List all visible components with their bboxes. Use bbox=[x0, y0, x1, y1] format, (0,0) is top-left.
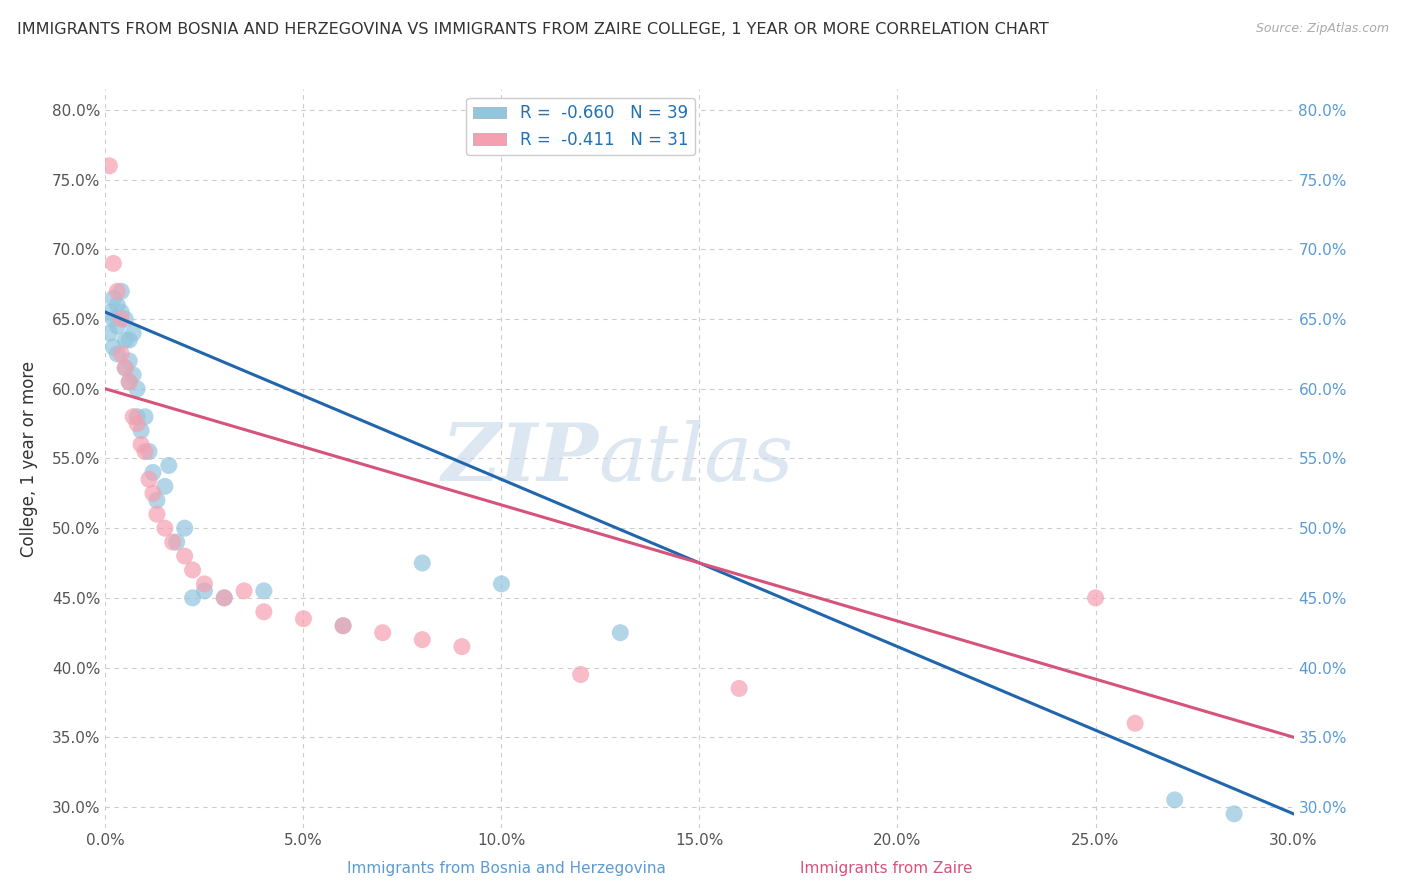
Point bbox=[609, 625, 631, 640]
Point bbox=[146, 493, 169, 508]
Point bbox=[181, 591, 204, 605]
Point bbox=[146, 507, 169, 521]
Point bbox=[122, 368, 145, 382]
Point bbox=[569, 667, 592, 681]
Point bbox=[118, 375, 141, 389]
Point bbox=[114, 333, 136, 347]
Point bbox=[127, 417, 149, 431]
Point bbox=[162, 535, 184, 549]
Point bbox=[122, 409, 145, 424]
Point bbox=[122, 326, 145, 340]
Point bbox=[110, 305, 132, 319]
Point bbox=[134, 444, 156, 458]
Point bbox=[411, 632, 433, 647]
Point bbox=[98, 326, 121, 340]
Point bbox=[166, 535, 188, 549]
Point bbox=[233, 583, 256, 598]
Point bbox=[110, 312, 132, 326]
Point bbox=[114, 312, 136, 326]
Point bbox=[253, 583, 276, 598]
Point bbox=[105, 347, 128, 361]
Text: IMMIGRANTS FROM BOSNIA AND HERZEGOVINA VS IMMIGRANTS FROM ZAIRE COLLEGE, 1 YEAR : IMMIGRANTS FROM BOSNIA AND HERZEGOVINA V… bbox=[17, 22, 1049, 37]
Point bbox=[127, 382, 149, 396]
Point bbox=[491, 577, 513, 591]
Point bbox=[253, 605, 276, 619]
Point bbox=[411, 556, 433, 570]
Point bbox=[138, 444, 160, 458]
Point bbox=[110, 285, 132, 299]
Point bbox=[728, 681, 751, 696]
Text: ZIP: ZIP bbox=[441, 420, 599, 497]
Point bbox=[114, 360, 136, 375]
Point bbox=[193, 577, 215, 591]
Point bbox=[1123, 716, 1146, 731]
Point bbox=[181, 563, 204, 577]
Point bbox=[332, 618, 354, 632]
Point bbox=[110, 347, 132, 361]
Point bbox=[105, 285, 128, 299]
Point bbox=[98, 159, 121, 173]
Point bbox=[332, 618, 354, 632]
Point bbox=[103, 312, 125, 326]
Point bbox=[118, 333, 141, 347]
Point bbox=[129, 437, 152, 451]
Point bbox=[1164, 793, 1187, 807]
Point bbox=[118, 375, 141, 389]
Point bbox=[138, 472, 160, 486]
Point bbox=[114, 360, 136, 375]
Point bbox=[103, 256, 125, 270]
Point bbox=[134, 409, 156, 424]
Point bbox=[157, 458, 180, 473]
Point bbox=[103, 291, 125, 305]
Point bbox=[127, 409, 149, 424]
Y-axis label: College, 1 year or more: College, 1 year or more bbox=[20, 360, 38, 557]
Point bbox=[1084, 591, 1107, 605]
Text: Immigrants from Zaire: Immigrants from Zaire bbox=[800, 861, 972, 876]
Point bbox=[173, 521, 195, 535]
Legend: R =  -0.660   N = 39, R =  -0.411   N = 31: R = -0.660 N = 39, R = -0.411 N = 31 bbox=[467, 97, 695, 155]
Point bbox=[153, 521, 176, 535]
Point bbox=[142, 486, 165, 500]
Point bbox=[153, 479, 176, 493]
Point bbox=[450, 640, 472, 654]
Point bbox=[98, 305, 121, 319]
Point bbox=[129, 424, 152, 438]
Point bbox=[193, 583, 215, 598]
Point bbox=[214, 591, 236, 605]
Text: Immigrants from Bosnia and Herzegovina: Immigrants from Bosnia and Herzegovina bbox=[347, 861, 665, 876]
Point bbox=[173, 549, 195, 563]
Point bbox=[371, 625, 394, 640]
Point bbox=[103, 340, 125, 354]
Point bbox=[1223, 806, 1246, 821]
Text: Source: ZipAtlas.com: Source: ZipAtlas.com bbox=[1256, 22, 1389, 36]
Point bbox=[214, 591, 236, 605]
Point bbox=[118, 354, 141, 368]
Point bbox=[142, 466, 165, 480]
Text: atlas: atlas bbox=[599, 420, 794, 497]
Point bbox=[105, 319, 128, 334]
Point bbox=[105, 298, 128, 312]
Point bbox=[292, 612, 315, 626]
